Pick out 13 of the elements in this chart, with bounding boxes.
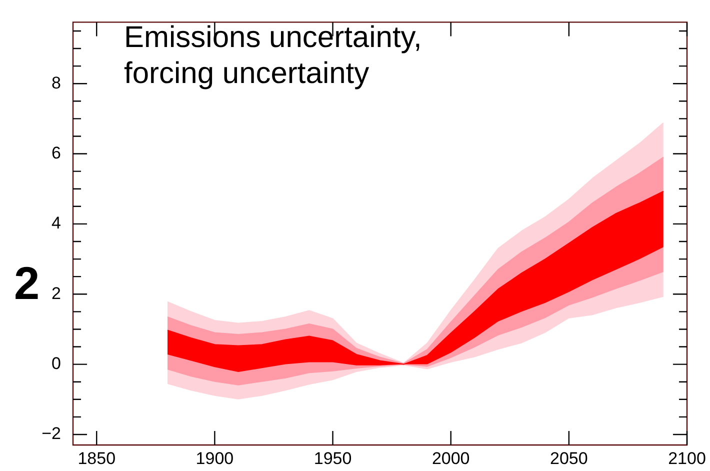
x-tick-label: 1850 — [78, 448, 116, 468]
y-tick-label: 4 — [52, 214, 61, 233]
x-tick-label: 2100 — [668, 448, 706, 468]
y-tick-label: 2 — [52, 284, 61, 303]
x-tick-label: 1950 — [314, 448, 352, 468]
x-tick-label: 2000 — [432, 448, 470, 468]
x-tick-label: 1900 — [196, 448, 234, 468]
y-tick-label: 6 — [52, 143, 61, 162]
y-tick-label: −2 — [42, 424, 61, 444]
x-tick-label: 2050 — [550, 448, 588, 468]
y-tick-label: 0 — [52, 354, 61, 373]
y-tick-label: 8 — [52, 73, 61, 92]
annotation: Emissions uncertainty, forcing uncertainty — [124, 20, 422, 92]
